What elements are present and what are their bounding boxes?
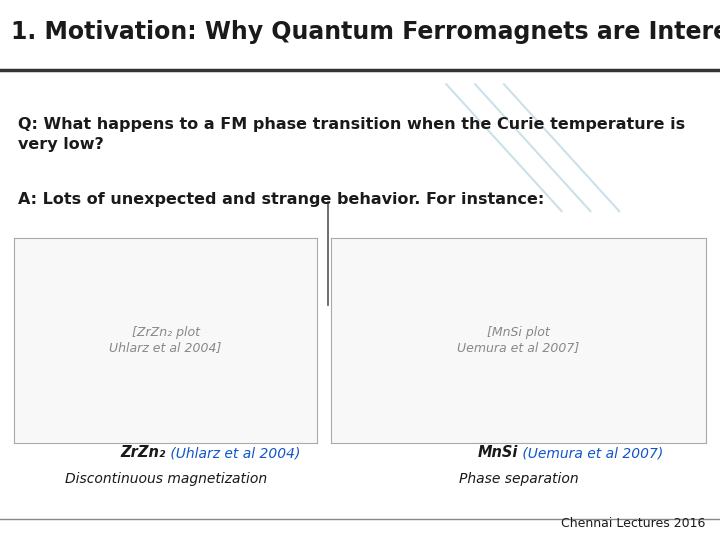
Text: (Uhlarz et al 2004): (Uhlarz et al 2004) <box>166 446 300 460</box>
Text: MnSi: MnSi <box>478 445 518 460</box>
Text: Chennai Lectures 2016: Chennai Lectures 2016 <box>561 517 706 530</box>
Text: Discontinuous magnetization: Discontinuous magnetization <box>65 472 266 486</box>
Text: [ZrZn₂ plot
Uhlarz et al 2004]: [ZrZn₂ plot Uhlarz et al 2004] <box>109 326 222 354</box>
Text: A: Lots of unexpected and strange behavior. For instance:: A: Lots of unexpected and strange behavi… <box>18 192 544 207</box>
Text: ■  The transition changes from
    second order to first order: ■ The transition changes from second ord… <box>29 258 312 294</box>
Text: 1. Motivation: Why Quantum Ferromagnets are Interesting: 1. Motivation: Why Quantum Ferromagnets … <box>11 19 720 44</box>
Text: Phase separation: Phase separation <box>459 472 578 486</box>
Text: Q: What happens to a FM phase transition when the Curie temperature is
very low?: Q: What happens to a FM phase transition… <box>18 117 685 152</box>
Text: ZrZn₂: ZrZn₂ <box>120 445 166 460</box>
Text: (Uemura et al 2007): (Uemura et al 2007) <box>518 446 664 460</box>
Text: [MnSi plot
Uemura et al 2007]: [MnSi plot Uemura et al 2007] <box>457 326 580 354</box>
